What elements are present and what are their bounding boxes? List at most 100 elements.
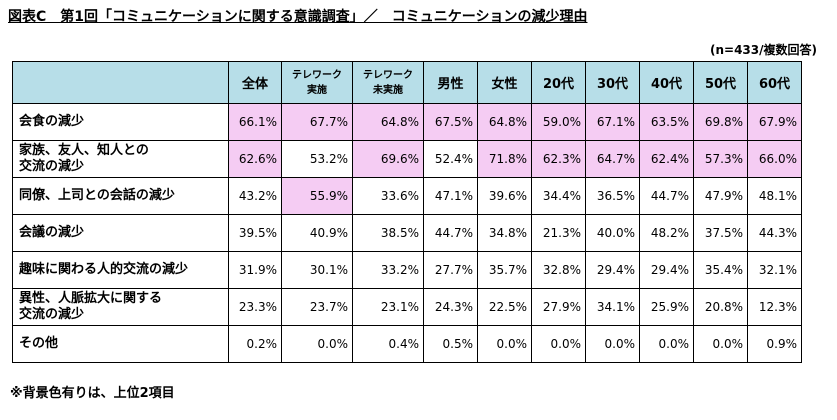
- table-cell: 63.5%: [639, 103, 694, 141]
- table-cell: 35.7%: [477, 251, 532, 289]
- column-header: 30代: [585, 61, 640, 104]
- footnote: ※背景色有りは、上位2項目: [10, 386, 175, 401]
- page-title: 図表C 第1回「コミュニケーションに関する意識調査」／ コミュニケーションの減少…: [8, 9, 588, 25]
- table-row: 趣味に関わる人的交流の減少 31.9% 30.1% 33.2% 27.7% 35.7% 32…: [12, 251, 802, 289]
- table-cell: 25.9%: [639, 288, 694, 326]
- table-cell: 23.7%: [281, 288, 353, 326]
- table-cell: 22.5%: [477, 288, 532, 326]
- table-cell: 37.5%: [693, 214, 748, 252]
- table-cell: 36.5%: [585, 177, 640, 215]
- column-header: 20代: [531, 61, 586, 104]
- sample-note: (n=433/複数回答): [710, 43, 817, 57]
- table-cell: 20.8%: [693, 288, 748, 326]
- row-label: 趣味に関わる人的交流の減少: [12, 251, 229, 289]
- table-cell: 66.1%: [228, 103, 282, 141]
- column-header: テレワーク 実施: [281, 61, 353, 104]
- table-row: 異性、人脈拡大に関する 交流の減少 23.3% 23.7% 23.1% 24.3% 22.…: [12, 288, 802, 326]
- table-cell: 29.4%: [585, 251, 640, 289]
- table-cell: 64.8%: [477, 103, 532, 141]
- table-cell: 0.0%: [281, 325, 353, 363]
- table-cell: 44.3%: [747, 214, 802, 252]
- table-cell: 67.9%: [747, 103, 802, 141]
- table-cell: 27.7%: [423, 251, 478, 289]
- table-cell: 55.9%: [281, 177, 353, 215]
- table-cell: 67.5%: [423, 103, 478, 141]
- table-cell: 0.0%: [639, 325, 694, 363]
- table-cell: 33.6%: [352, 177, 424, 215]
- row-label: その他: [12, 325, 229, 363]
- table-cell: 38.5%: [352, 214, 424, 252]
- column-header: 60代: [747, 61, 802, 104]
- table-cell: 69.6%: [352, 140, 424, 178]
- results-table: 全体 テレワーク 実施 テレワーク 未実施 男性 女性 20代 30代 40代 50代 60代 会…: [12, 61, 802, 363]
- table-cell: 34.4%: [531, 177, 586, 215]
- row-label: 同僚、上司との会話の減少: [12, 177, 229, 215]
- table-cell: 0.0%: [585, 325, 640, 363]
- column-header: 50代: [693, 61, 748, 104]
- table-cell: 44.7%: [639, 177, 694, 215]
- row-label: 異性、人脈拡大に関する 交流の減少: [12, 288, 229, 326]
- table-cell: 64.7%: [585, 140, 640, 178]
- table-cell: 53.2%: [281, 140, 353, 178]
- table-cell: 21.3%: [531, 214, 586, 252]
- column-header: 40代: [639, 61, 694, 104]
- table-cell: 69.8%: [693, 103, 748, 141]
- table-cell: 0.0%: [693, 325, 748, 363]
- table-cell: 0.9%: [747, 325, 802, 363]
- header-corner: [12, 61, 229, 104]
- table-cell: 57.3%: [693, 140, 748, 178]
- table-cell: 34.1%: [585, 288, 640, 326]
- table-cell: 0.4%: [352, 325, 424, 363]
- table-cell: 71.8%: [477, 140, 532, 178]
- column-header: テレワーク 未実施: [352, 61, 424, 104]
- row-label: 会食の減少: [12, 103, 229, 141]
- table-cell: 52.4%: [423, 140, 478, 178]
- table-row: 会食の減少 66.1% 67.7% 64.8% 67.5% 64.8% 59.0% 67.1%…: [12, 103, 802, 141]
- table-row: 会議の減少 39.5% 40.9% 38.5% 44.7% 34.8% 21.3% 40.0%…: [12, 214, 802, 252]
- row-label: 会議の減少: [12, 214, 229, 252]
- table-cell: 34.8%: [477, 214, 532, 252]
- table-cell: 66.0%: [747, 140, 802, 178]
- table-cell: 64.8%: [352, 103, 424, 141]
- table-cell: 59.0%: [531, 103, 586, 141]
- table-cell: 23.3%: [228, 288, 282, 326]
- table-cell: 32.8%: [531, 251, 586, 289]
- table-cell: 39.6%: [477, 177, 532, 215]
- table-cell: 23.1%: [352, 288, 424, 326]
- table-cell: 43.2%: [228, 177, 282, 215]
- table-cell: 39.5%: [228, 214, 282, 252]
- table-cell: 0.0%: [531, 325, 586, 363]
- table-cell: 48.1%: [747, 177, 802, 215]
- table-cell: 62.4%: [639, 140, 694, 178]
- table-cell: 40.9%: [281, 214, 353, 252]
- column-header: 全体: [228, 61, 282, 104]
- table-cell: 12.3%: [747, 288, 802, 326]
- table-cell: 27.9%: [531, 288, 586, 326]
- table-cell: 47.9%: [693, 177, 748, 215]
- table-cell: 47.1%: [423, 177, 478, 215]
- table-row: 家族、友人、知人との 交流の減少 62.6% 53.2% 69.6% 52.4% 71.8…: [12, 140, 802, 178]
- table-cell: 29.4%: [639, 251, 694, 289]
- table-cell: 0.5%: [423, 325, 478, 363]
- table-row: その他 0.2% 0.0% 0.4% 0.5% 0.0% 0.0% 0.0% 0.0% 0.0% 0…: [12, 325, 802, 363]
- table-row: 同僚、上司との会話の減少 43.2% 55.9% 33.6% 47.1% 39.6% 34.…: [12, 177, 802, 215]
- column-header: 男性: [423, 61, 478, 104]
- table-cell: 35.4%: [693, 251, 748, 289]
- table-cell: 0.2%: [228, 325, 282, 363]
- row-label: 家族、友人、知人との 交流の減少: [12, 140, 229, 178]
- table-cell: 67.1%: [585, 103, 640, 141]
- table-cell: 44.7%: [423, 214, 478, 252]
- table-cell: 62.3%: [531, 140, 586, 178]
- table-cell: 31.9%: [228, 251, 282, 289]
- header-row: 全体 テレワーク 実施 テレワーク 未実施 男性 女性 20代 30代 40代 50代 60代: [12, 61, 802, 104]
- table-cell: 0.0%: [477, 325, 532, 363]
- table-cell: 33.2%: [352, 251, 424, 289]
- table-cell: 32.1%: [747, 251, 802, 289]
- table-cell: 40.0%: [585, 214, 640, 252]
- table-cell: 67.7%: [281, 103, 353, 141]
- table-cell: 24.3%: [423, 288, 478, 326]
- column-header: 女性: [477, 61, 532, 104]
- table-cell: 30.1%: [281, 251, 353, 289]
- table-cell: 48.2%: [639, 214, 694, 252]
- table-cell: 62.6%: [228, 140, 282, 178]
